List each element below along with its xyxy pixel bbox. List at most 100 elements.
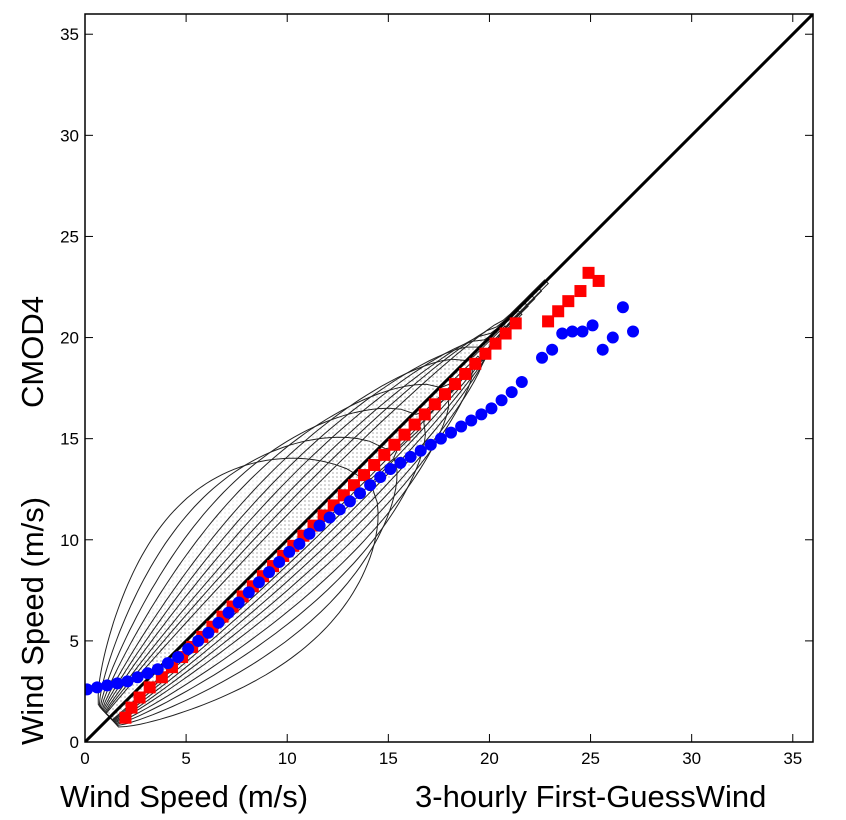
circle-marker [313,519,326,532]
square-marker [489,337,502,350]
circle-marker [151,663,164,676]
square-marker [408,418,421,431]
circle-marker [627,325,640,338]
square-marker [428,398,441,411]
circle-marker [333,503,346,516]
circle-marker [536,351,549,364]
circle-marker [596,343,609,356]
y-tick-label: 5 [70,632,79,651]
y-tick-label: 20 [60,329,79,348]
circle-marker [172,651,185,664]
x-tick-label: 25 [581,749,600,768]
square-marker [582,266,595,279]
y-tick-label: 10 [60,531,79,550]
circle-marker [232,596,245,609]
circle-marker [576,325,589,338]
circle-marker [374,471,387,484]
circle-marker [273,556,286,569]
square-marker [562,295,575,308]
square-marker [552,305,565,318]
x-tick-label: 35 [783,749,802,768]
circle-marker [242,586,255,599]
circle-marker [111,677,124,690]
square-marker [449,378,462,391]
square-marker [459,367,472,380]
y-axis-title-top: CMOD4 [15,296,50,408]
circle-marker [606,331,619,344]
circle-marker [455,420,468,433]
circle-marker [121,675,134,688]
circle-marker [283,545,296,558]
circle-marker [495,394,508,407]
axis-ticks: 0 5 10 15 20 25 30 35 0 5 10 15 20 25 30 35 [60,14,813,768]
circle-marker [394,456,407,469]
square-marker [479,347,492,360]
x-tick-label: 5 [181,749,190,768]
circle-marker [343,495,356,508]
identity-line [85,14,813,742]
circle-marker [263,566,276,579]
circle-marker [141,667,154,680]
circle-marker [101,679,114,692]
x-axis-title-right: 3-hourly First-GuessWind [415,779,766,814]
square-marker [119,711,132,724]
square-marker [499,327,512,340]
y-tick-label: 0 [70,733,79,752]
circle-marker [566,325,579,338]
circle-marker [202,626,215,639]
circle-marker [384,463,397,475]
x-tick-label: 10 [278,749,297,768]
circle-marker [364,479,377,492]
plot-frame [84,13,814,743]
circle-marker [445,426,458,439]
square-marker [368,458,381,471]
circle-marker [404,450,417,463]
x-tick-label: 20 [480,749,499,768]
circle-marker [293,537,306,550]
x-tick-label: 30 [682,749,701,768]
circle-marker [161,657,174,670]
circle-marker [91,681,104,694]
square-marker [509,317,522,330]
y-tick-label: 25 [60,227,79,246]
x-tick-label: 0 [80,749,89,768]
square-marker [358,469,371,482]
square-marker [388,438,401,451]
circle-marker [303,527,316,540]
square-marker [592,274,605,287]
circle-marker [465,414,478,427]
y-tick-label: 35 [60,25,79,44]
circle-marker [131,671,144,684]
circle-marker [586,319,599,332]
y-tick-label: 30 [60,126,79,145]
square-marker [418,408,431,421]
y-axis-title-bottom: Wind Speed (m/s) [15,497,50,745]
x-axis-title-left: Wind Speed (m/s) [60,779,308,814]
circle-marker [485,402,498,415]
circle-marker [182,642,195,655]
circle-marker [556,327,569,340]
circle-marker [424,438,437,451]
circle-marker [323,511,336,524]
square-marker [542,315,555,328]
data-markers [85,266,640,724]
square-marker [143,681,156,694]
circle-marker [192,634,205,647]
circle-marker [354,487,367,500]
circle-marker [434,432,447,445]
circle-marker [616,301,629,314]
square-marker [398,428,411,441]
circle-marker [252,576,265,589]
circle-marker [212,616,225,629]
square-marker [574,285,587,298]
circle-marker [475,408,488,421]
y-tick-label: 15 [60,430,79,449]
square-marker [469,357,482,370]
circle-marker [546,343,559,356]
circle-marker [85,683,94,696]
x-tick-label: 15 [379,749,398,768]
circle-marker [515,376,528,389]
circle-marker [505,386,518,399]
square-marker [125,701,138,714]
